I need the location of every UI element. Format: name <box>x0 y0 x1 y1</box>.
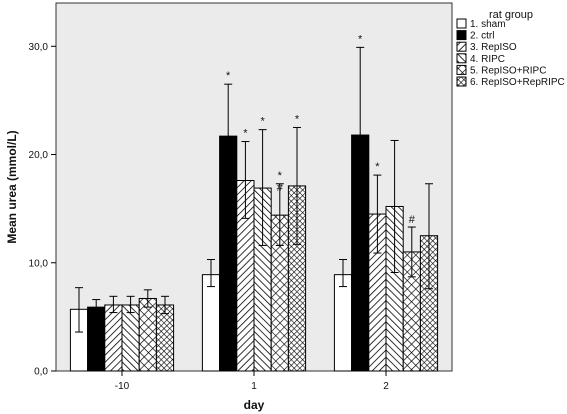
significance-star: * <box>260 116 265 128</box>
bar-2. ctrl--10 <box>87 306 106 372</box>
significance-star: * <box>375 161 380 173</box>
error-bar-4. RIPC-1 <box>258 129 267 246</box>
legend-swatch <box>456 76 467 87</box>
legend-swatch <box>456 53 467 64</box>
y-axis-title: Mean urea (mmol/L) <box>5 130 19 243</box>
legend-swatch <box>456 41 467 52</box>
bar-4. RIPC--10 <box>121 304 140 372</box>
x-axis-title: day <box>244 398 265 412</box>
significance-star: * <box>226 70 231 82</box>
significance-star: * <box>278 170 283 182</box>
error-bar-5. RepISO+RIPC-2 <box>407 226 416 278</box>
error-bar-1. sham--10 <box>75 287 83 333</box>
error-bar-3. RepISO-1 <box>241 141 250 219</box>
legend-label: 3. RepISO <box>470 42 517 53</box>
error-bar-6. RepISO+RepRIPC-1 <box>293 126 301 245</box>
error-bar-5. RepISO+RIPC--10 <box>143 289 152 308</box>
significance-hash: # <box>277 182 284 194</box>
error-bar-4. RIPC-2 <box>390 139 399 274</box>
error-bar-2. ctrl-2 <box>356 46 365 224</box>
error-bar-4. RIPC--10 <box>126 295 135 314</box>
significance-star: * <box>358 33 363 45</box>
legend-label: 1. sham <box>470 19 506 30</box>
axes-layer: -10 1 20,010,020,030,0 <box>29 42 390 392</box>
error-bar-2. ctrl-1 <box>224 83 233 190</box>
legend-swatch <box>456 64 467 75</box>
significance-star: * <box>243 128 248 140</box>
error-bar-6. RepISO+RepRIPC--10 <box>161 295 169 315</box>
bar-6. RepISO+RepRIPC--10 <box>155 304 175 372</box>
bar-3. RepISO--10 <box>104 304 123 372</box>
legend-label: 4. RIPC <box>470 54 505 65</box>
error-bar-1. sham-2 <box>339 259 347 288</box>
error-bar-2. ctrl--10 <box>92 299 101 316</box>
y-tick-label: 20,0 <box>29 150 49 161</box>
error-bar-1. sham-1 <box>207 259 215 288</box>
legend-title: rat group <box>489 9 533 21</box>
significance-hash: # <box>409 214 416 226</box>
significance-star: * <box>295 113 300 125</box>
bar-1. sham-1 <box>201 274 221 372</box>
error-bar-3. RepISO--10 <box>109 295 118 314</box>
x-tick-label: -10 <box>115 381 130 392</box>
legend-label: 6. RepISO+RepRIPC <box>470 77 565 88</box>
y-tick-label: 30,0 <box>29 42 49 53</box>
bar-1. sham-2 <box>333 274 353 372</box>
error-bar-3. RepISO-2 <box>373 174 382 254</box>
error-bar-5. RepISO+RIPC-1 <box>275 183 284 246</box>
bars-layer: ****#***# <box>69 33 439 372</box>
x-tick-label: 2 <box>383 381 389 392</box>
legend-label: 5. RepISO+RIPC <box>470 65 546 76</box>
legend-label: 2. ctrl <box>470 31 494 42</box>
y-tick-label: 0,0 <box>34 367 48 378</box>
error-bar-6. RepISO+RepRIPC-2 <box>425 183 433 290</box>
y-tick-label: 10,0 <box>29 258 49 269</box>
legend-swatch <box>456 18 467 29</box>
bar-5. RepISO+RIPC--10 <box>138 297 157 372</box>
legend-swatch <box>456 30 467 41</box>
x-tick-label: 1 <box>251 381 257 392</box>
